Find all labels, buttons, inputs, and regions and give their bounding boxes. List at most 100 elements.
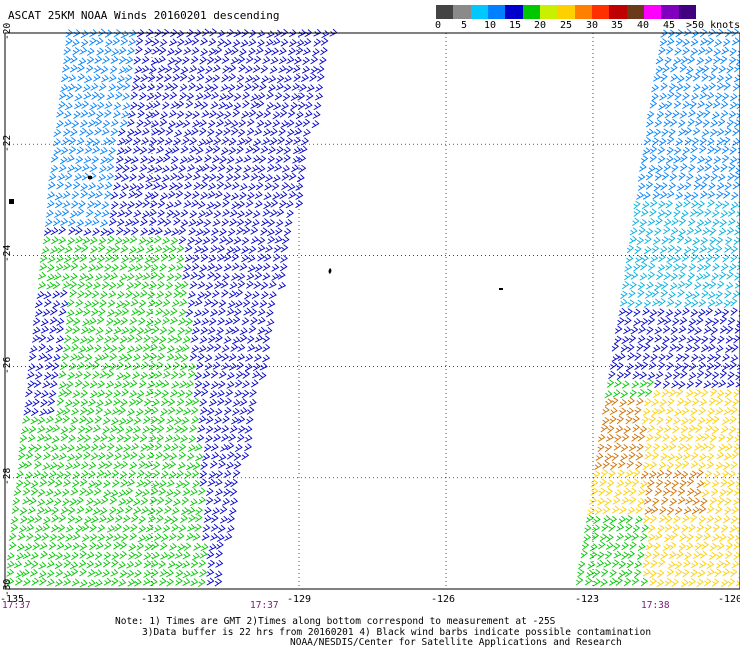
wind-barb xyxy=(295,111,304,120)
wind-barb xyxy=(79,568,87,577)
wind-barb xyxy=(648,361,657,370)
wind-barb xyxy=(635,505,643,514)
wind-barb xyxy=(50,227,59,236)
wind-barb xyxy=(183,181,193,190)
wind-barb xyxy=(85,344,94,352)
wind-barb xyxy=(621,496,630,505)
wind-barb xyxy=(656,416,664,426)
wind-barb xyxy=(674,568,683,577)
wind-barb xyxy=(686,487,695,497)
wind-barb xyxy=(86,47,95,56)
wind-barb xyxy=(645,228,654,237)
wind-barb xyxy=(250,226,259,235)
wind-barb xyxy=(156,425,165,434)
wind-barb xyxy=(219,515,229,524)
wind-barb xyxy=(265,102,275,110)
wind-barb xyxy=(89,37,97,46)
wind-barb xyxy=(212,145,221,154)
wind-barb xyxy=(711,426,720,435)
wind-barb xyxy=(135,200,143,209)
wind-barb xyxy=(112,110,121,118)
wind-barb xyxy=(75,307,84,316)
wind-barb xyxy=(82,236,91,245)
wind-barb xyxy=(640,318,649,327)
colorbar-swatch xyxy=(505,5,523,19)
wind-barb xyxy=(634,245,642,255)
wind-barb xyxy=(715,345,724,353)
wind-barb xyxy=(180,209,189,218)
wind-barb xyxy=(90,308,99,317)
wind-barb xyxy=(42,523,51,532)
wind-barb xyxy=(251,291,260,299)
wind-barb xyxy=(166,345,175,354)
wind-barb xyxy=(246,127,255,136)
colorbar-swatch xyxy=(678,5,696,19)
wind-barb xyxy=(123,227,131,236)
wind-barb xyxy=(720,263,729,272)
wind-barb xyxy=(262,272,271,281)
wind-barb xyxy=(714,92,723,101)
wind-barb xyxy=(157,127,166,136)
wind-barb xyxy=(631,433,639,442)
wind-barb xyxy=(293,127,303,136)
wind-barb xyxy=(627,343,635,353)
wind-barb xyxy=(170,101,179,109)
wind-barb xyxy=(652,497,660,507)
wind-barb xyxy=(187,523,196,532)
wind-barb xyxy=(681,253,690,262)
wind-barb xyxy=(288,190,297,199)
wind-barb xyxy=(724,550,733,559)
wind-barb xyxy=(217,317,226,326)
wind-barb xyxy=(238,64,246,73)
wind-barb xyxy=(273,29,282,38)
wind-barb xyxy=(160,533,169,542)
wind-barb xyxy=(675,353,683,363)
wind-barb xyxy=(210,235,219,244)
wind-barb xyxy=(80,190,89,199)
wind-barb xyxy=(87,182,97,191)
wind-barb xyxy=(302,47,311,56)
wind-barb xyxy=(103,109,112,118)
wind-barb xyxy=(130,442,139,451)
wind-barb xyxy=(191,254,200,263)
wind-barb xyxy=(137,469,145,478)
wind-barb xyxy=(722,559,731,569)
wind-barb xyxy=(692,237,701,246)
wind-barb xyxy=(697,416,706,425)
wind-barb xyxy=(191,326,200,335)
wind-barb xyxy=(69,561,79,570)
wind-barb xyxy=(628,335,637,344)
wind-barb xyxy=(113,326,122,335)
wind-barb xyxy=(256,119,265,128)
colorbar-label: 40 xyxy=(637,20,650,31)
wind-barb xyxy=(153,533,162,542)
wind-barb xyxy=(204,354,213,363)
wind-barb xyxy=(94,190,103,199)
wind-barb xyxy=(217,524,226,533)
wind-barb xyxy=(96,469,105,478)
wind-barb xyxy=(716,389,725,398)
wind-barb xyxy=(167,326,176,335)
wind-barb xyxy=(268,291,277,299)
wind-barb xyxy=(166,353,175,362)
wind-barb xyxy=(114,237,123,245)
wind-barb xyxy=(737,572,740,579)
wind-barb xyxy=(287,109,296,118)
wind-barb xyxy=(652,550,660,560)
wind-barb xyxy=(652,73,661,82)
wind-barb xyxy=(656,425,664,435)
wind-barb xyxy=(616,362,624,371)
wind-barb xyxy=(208,317,217,326)
wind-barb xyxy=(719,325,728,334)
wind-barb xyxy=(50,453,60,461)
wind-barb xyxy=(729,156,738,165)
wind-barb xyxy=(639,272,648,281)
wind-barb xyxy=(209,28,217,37)
wind-barb xyxy=(299,145,308,154)
wind-barb xyxy=(157,200,166,209)
wind-barb xyxy=(293,136,301,145)
wind-barb xyxy=(87,480,96,489)
wind-barb xyxy=(54,561,63,570)
wind-barb xyxy=(643,246,652,255)
wind-barb xyxy=(605,550,613,560)
